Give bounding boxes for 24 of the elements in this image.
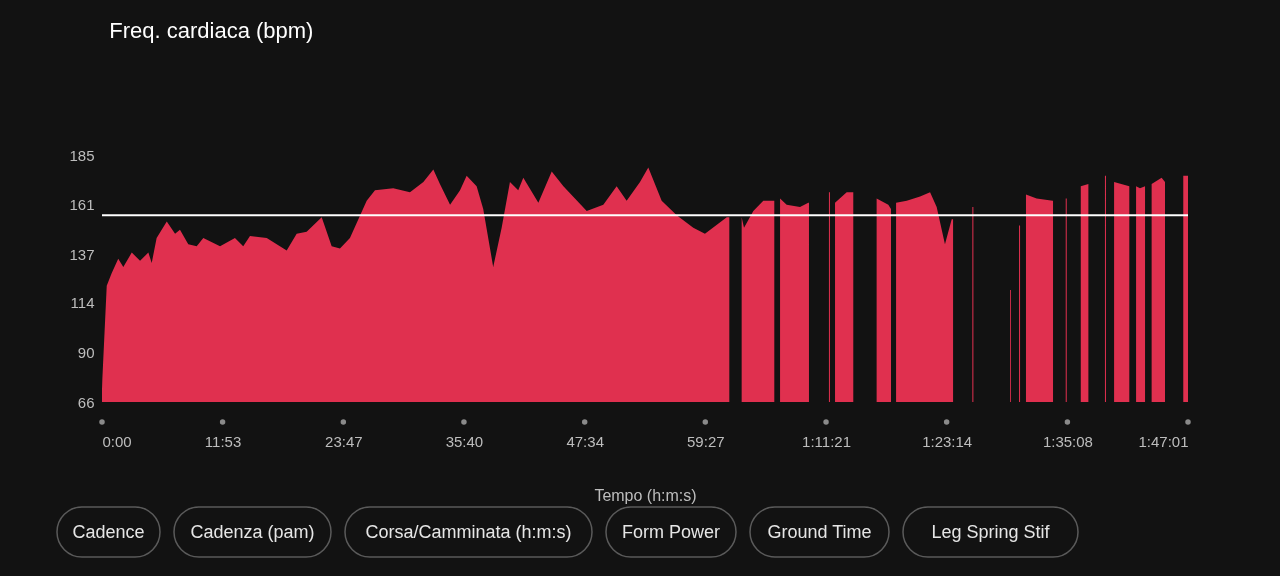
x-tick-label: 0:00	[102, 432, 132, 450]
text: Leg Spring Stif	[931, 522, 1051, 542]
x-tick-label: 47:34	[566, 432, 604, 450]
y-tick-label: 137	[69, 246, 95, 264]
text: Cadence	[72, 522, 145, 542]
x-axis-title: Tempo (h:m:s)	[594, 486, 697, 504]
x-tick-label: 1:47:01	[1138, 432, 1189, 450]
chart-title: Freq. cardiaca (bpm)	[109, 18, 314, 43]
y-tick-label: 66	[77, 393, 95, 411]
y-tick-label: 114	[70, 293, 95, 311]
y-tick-label: 185	[69, 146, 95, 164]
text: Cadenza (pam)	[190, 522, 315, 542]
text: Ground Time	[767, 522, 872, 542]
text: Corsa/Camminata (h:m:s)	[365, 522, 572, 542]
x-tick-label: 1:35:08	[1042, 432, 1093, 450]
y-tick-label: 90	[77, 343, 95, 361]
text: Form Power	[621, 522, 721, 542]
x-tick-label: 59:27	[687, 432, 725, 450]
x-tick-label: 23:47	[325, 432, 363, 450]
y-tick-label: 161	[69, 196, 95, 214]
x-tick-label: 35:40	[445, 432, 484, 450]
x-tick-label: 1:23:14	[922, 432, 973, 450]
x-tick-label: 11:53	[204, 432, 242, 450]
x-tick-label: 1:11:21	[802, 432, 852, 450]
